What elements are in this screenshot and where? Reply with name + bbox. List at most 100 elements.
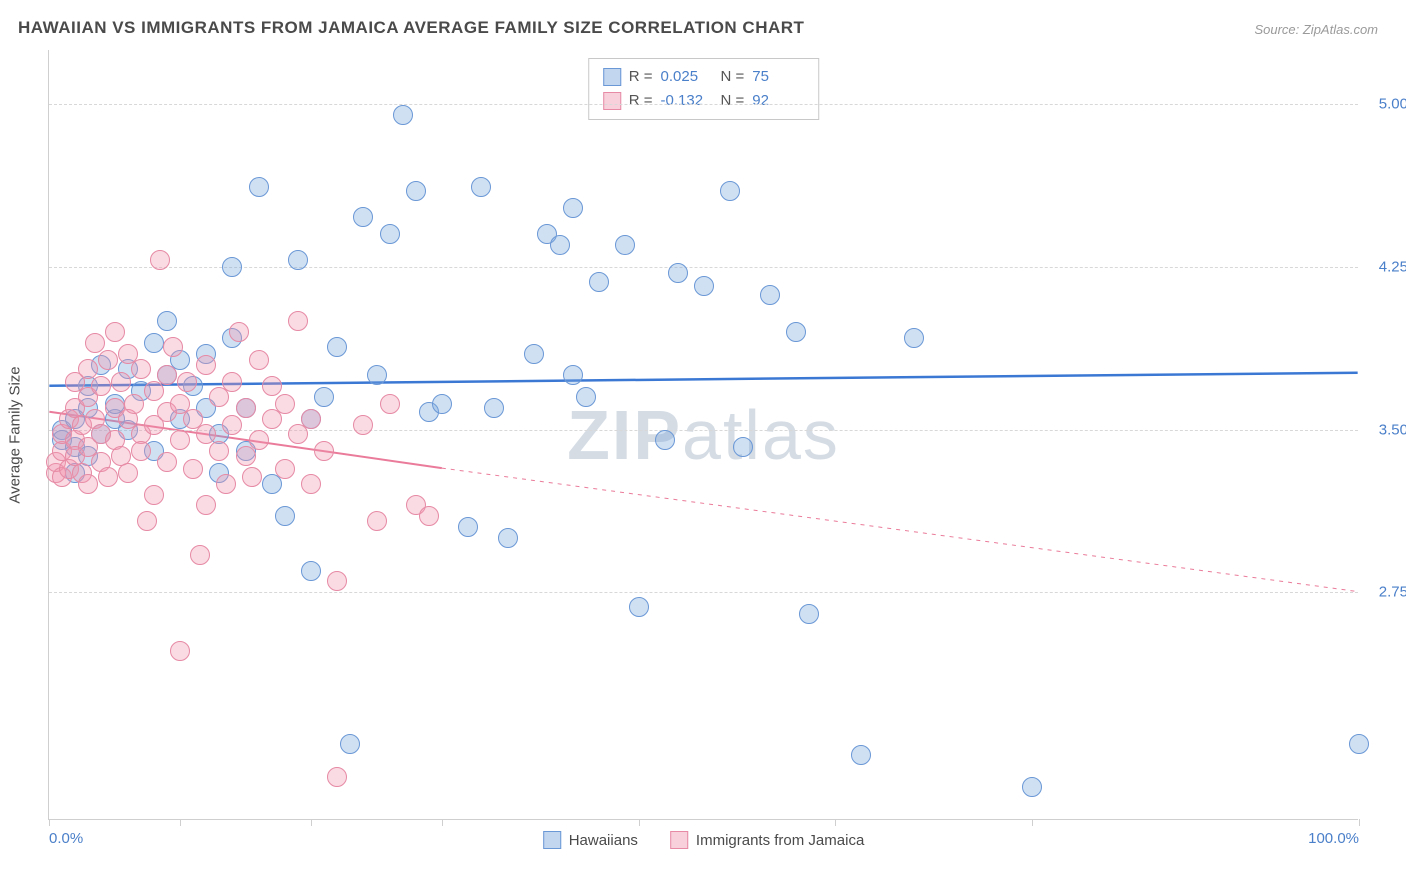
data-point — [144, 485, 164, 505]
gridline — [49, 267, 1358, 268]
data-point — [131, 359, 151, 379]
data-point — [249, 177, 269, 197]
data-point — [275, 506, 295, 526]
data-point — [799, 604, 819, 624]
xtick — [639, 819, 640, 826]
data-point — [222, 257, 242, 277]
data-point — [484, 398, 504, 418]
data-point — [209, 441, 229, 461]
data-point — [406, 181, 426, 201]
data-point — [327, 337, 347, 357]
data-point — [314, 387, 334, 407]
data-point — [327, 767, 347, 787]
data-point — [85, 333, 105, 353]
ytick-label: 4.25 — [1364, 258, 1406, 275]
data-point — [524, 344, 544, 364]
data-point — [242, 467, 262, 487]
data-point — [471, 177, 491, 197]
data-point — [196, 424, 216, 444]
gridline — [49, 104, 1358, 105]
data-point — [904, 328, 924, 348]
data-point — [196, 495, 216, 515]
legend-item-hawaiians: Hawaiians — [543, 831, 638, 849]
data-point — [91, 376, 111, 396]
stats-row-pink: R = -0.132 N = 92 — [603, 89, 805, 113]
gridline — [49, 592, 1358, 593]
data-point — [589, 272, 609, 292]
data-point — [275, 394, 295, 414]
data-point — [177, 372, 197, 392]
data-point — [229, 322, 249, 342]
data-point — [668, 263, 688, 283]
data-point — [353, 207, 373, 227]
data-point — [183, 459, 203, 479]
data-point — [314, 441, 334, 461]
data-point — [137, 511, 157, 531]
data-point — [367, 511, 387, 531]
data-point — [78, 359, 98, 379]
data-point — [262, 376, 282, 396]
data-point — [170, 641, 190, 661]
source-label: Source: ZipAtlas.com — [1254, 22, 1378, 37]
xtick — [49, 819, 50, 826]
data-point — [196, 355, 216, 375]
data-point — [301, 409, 321, 429]
swatch-blue-icon — [543, 831, 561, 849]
data-point — [249, 350, 269, 370]
data-point — [222, 372, 242, 392]
swatch-pink-icon — [670, 831, 688, 849]
xtick — [1359, 819, 1360, 826]
data-point — [419, 506, 439, 526]
data-point — [458, 517, 478, 537]
data-point — [98, 350, 118, 370]
data-point — [301, 474, 321, 494]
swatch-blue-icon — [603, 68, 621, 86]
data-point — [720, 181, 740, 201]
y-axis-label: Average Family Size — [7, 366, 24, 503]
data-point — [275, 459, 295, 479]
data-point — [131, 441, 151, 461]
data-point — [786, 322, 806, 342]
data-point — [249, 430, 269, 450]
data-point — [694, 276, 714, 296]
data-point — [98, 467, 118, 487]
data-point — [367, 365, 387, 385]
xtick — [835, 819, 836, 826]
xtick-label-left: 0.0% — [49, 830, 83, 847]
data-point — [124, 394, 144, 414]
swatch-pink-icon — [603, 92, 621, 110]
stats-box: R = 0.025 N = 75 R = -0.132 N = 92 — [588, 58, 820, 120]
legend-item-jamaica: Immigrants from Jamaica — [670, 831, 864, 849]
data-point — [1022, 777, 1042, 797]
data-point — [288, 311, 308, 331]
data-point — [118, 463, 138, 483]
xtick-label-right: 100.0% — [1308, 830, 1359, 847]
data-point — [301, 561, 321, 581]
data-point — [105, 322, 125, 342]
data-point — [288, 250, 308, 270]
data-point — [393, 105, 413, 125]
data-point — [236, 398, 256, 418]
data-point — [327, 571, 347, 591]
data-point — [353, 415, 373, 435]
xtick — [442, 819, 443, 826]
data-point — [150, 250, 170, 270]
ytick-label: 3.50 — [1364, 421, 1406, 438]
data-point — [1349, 734, 1369, 754]
ytick-label: 5.00 — [1364, 96, 1406, 113]
data-point — [222, 415, 242, 435]
ytick-label: 2.75 — [1364, 584, 1406, 601]
xtick — [311, 819, 312, 826]
data-point — [615, 235, 635, 255]
data-point — [576, 387, 596, 407]
scatter-plot: Average Family Size ZIPatlas R = 0.025 N… — [48, 50, 1358, 820]
data-point — [380, 224, 400, 244]
data-point — [163, 337, 183, 357]
data-point — [851, 745, 871, 765]
watermark: ZIPatlas — [567, 395, 840, 475]
data-point — [157, 365, 177, 385]
data-point — [563, 198, 583, 218]
data-point — [733, 437, 753, 457]
data-point — [655, 430, 675, 450]
data-point — [144, 333, 164, 353]
